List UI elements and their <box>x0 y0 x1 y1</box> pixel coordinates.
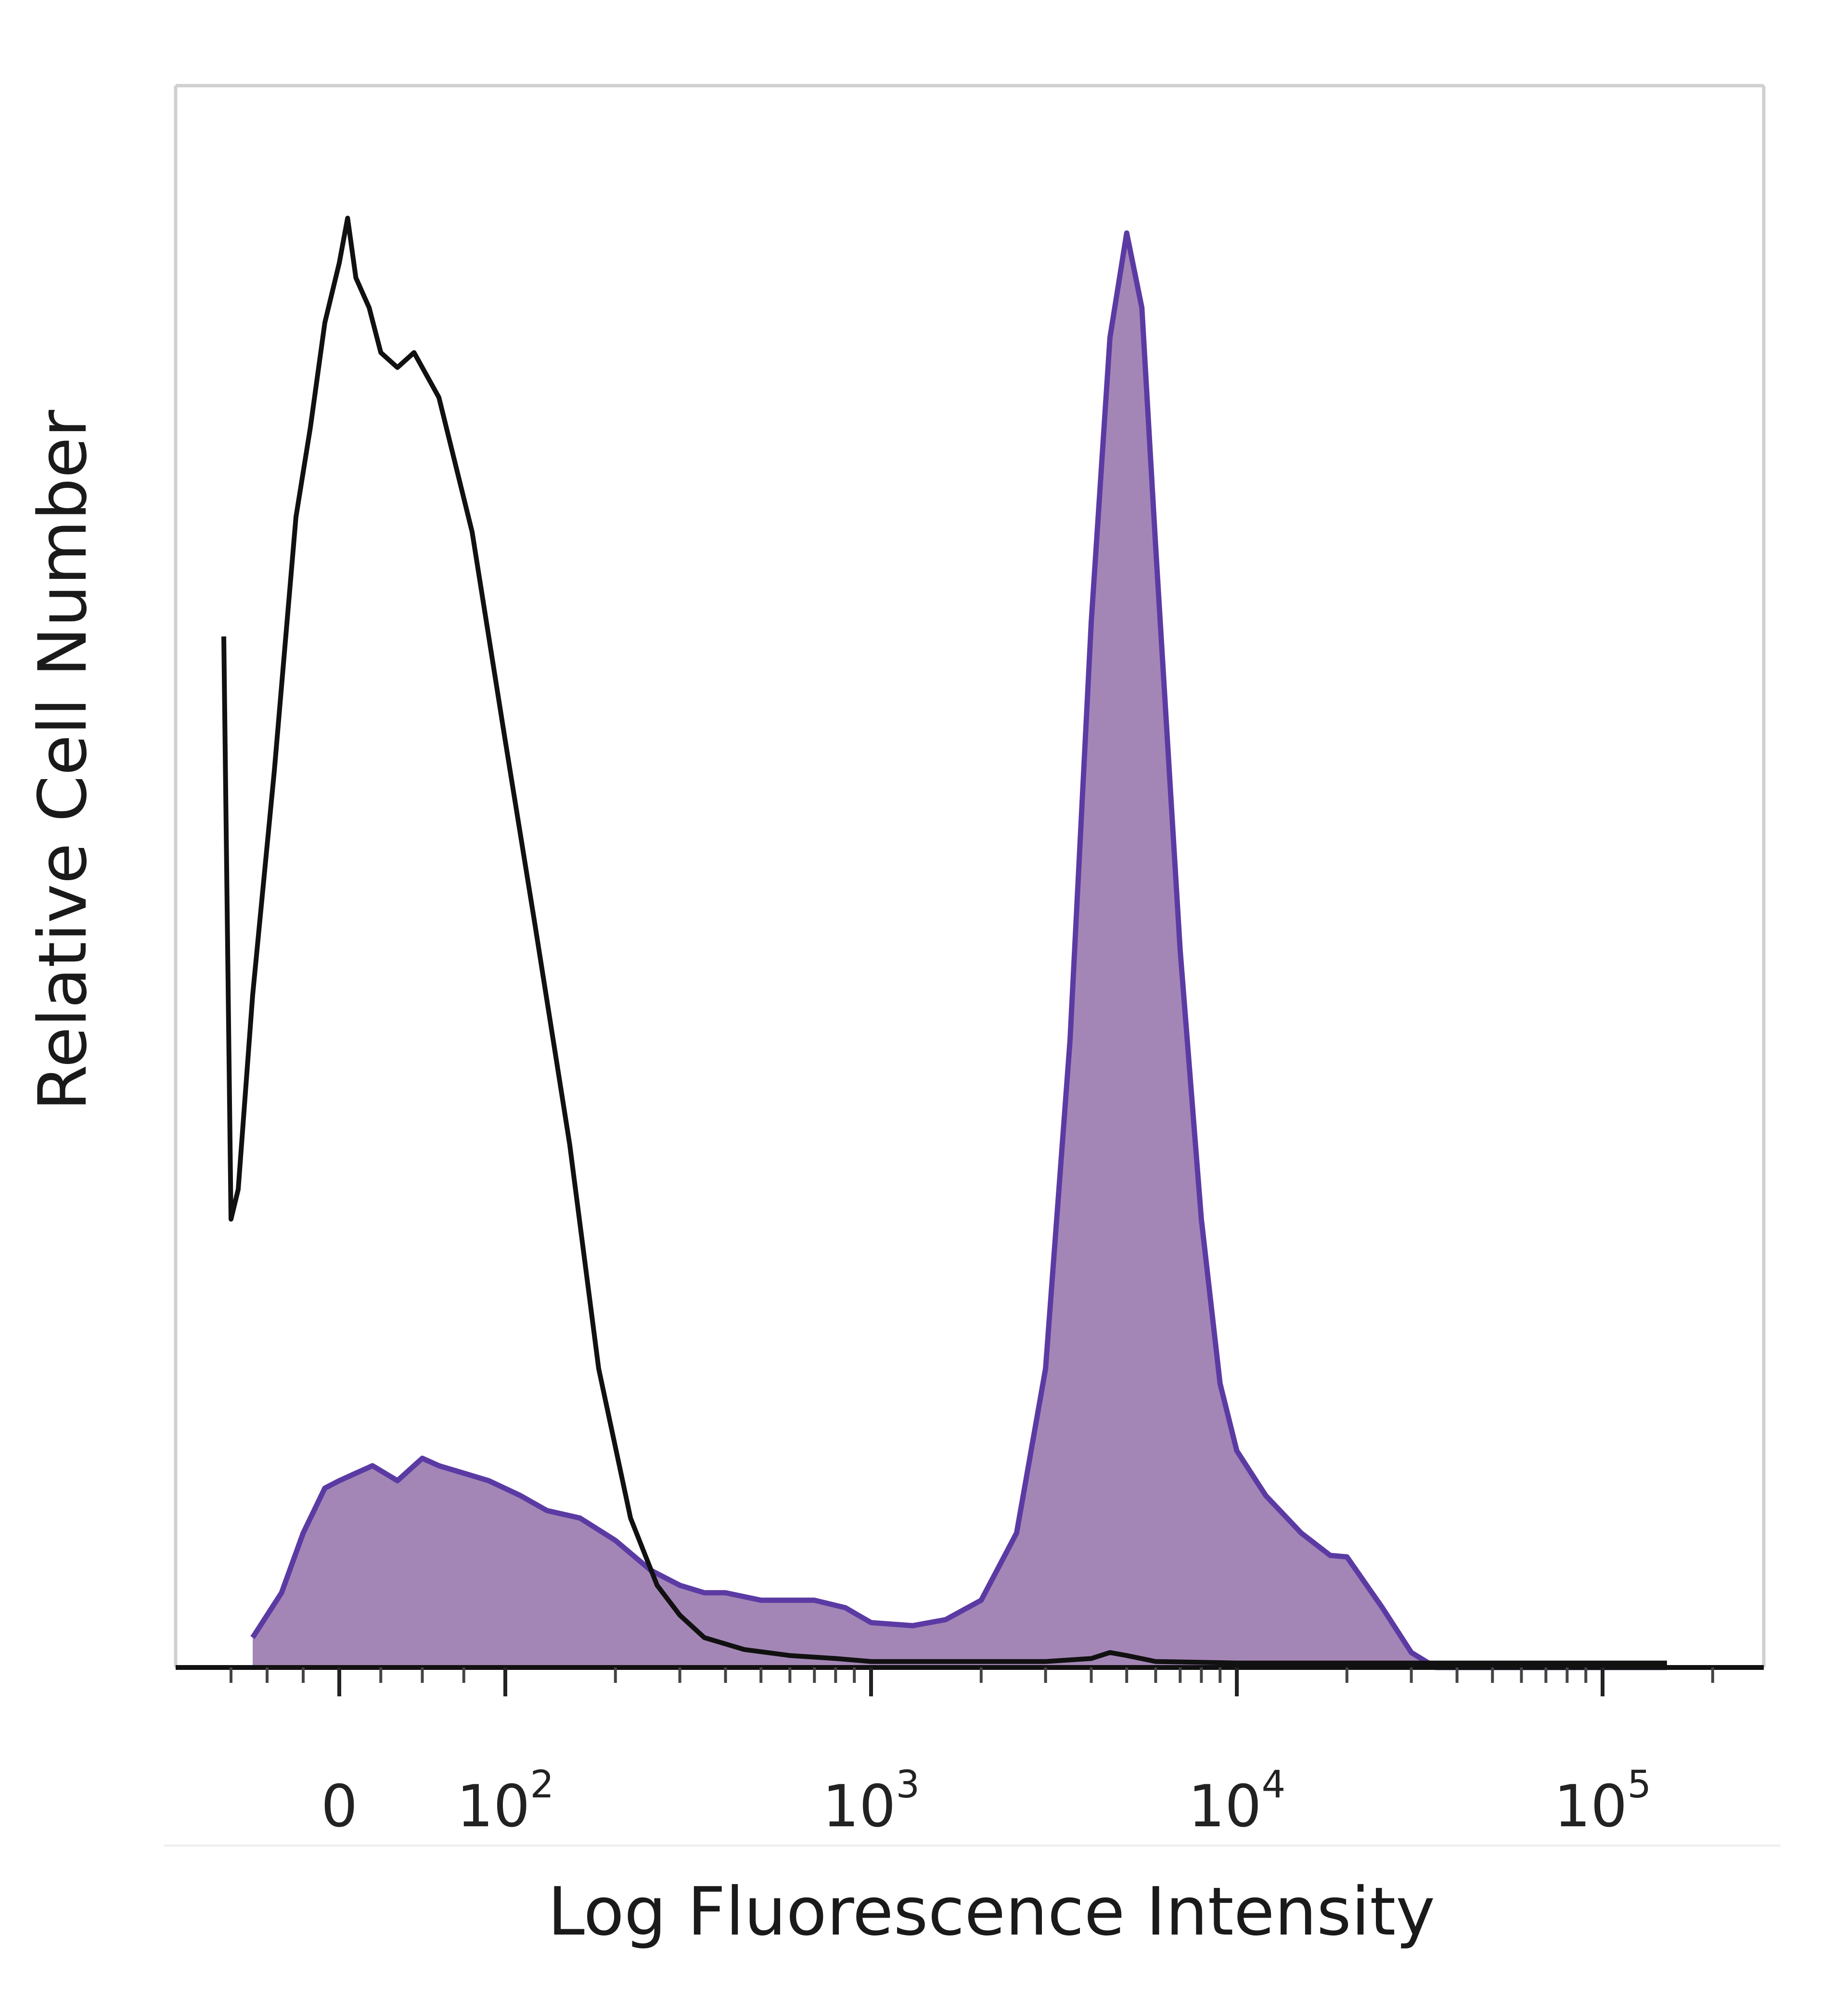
series-stained-line <box>250 230 1667 1670</box>
x-tick-label-4: 105 <box>1554 1763 1651 1840</box>
x-axis-title: Log Fluorescence Intensity <box>548 1873 1435 1950</box>
series-stained-fill <box>253 233 1667 1668</box>
series-layer <box>221 216 1667 1670</box>
x-tick-label-3: 104 <box>1188 1763 1285 1840</box>
plot-frame <box>174 84 1766 1667</box>
x-tick-label-0: 0 <box>321 1773 358 1840</box>
x-tick-label-1: 102 <box>457 1763 554 1840</box>
series-control-line <box>221 216 1667 1666</box>
tick-layer: 0 102 103 104 105 <box>230 1667 1714 1840</box>
y-axis-title: Relative Cell Number <box>24 410 102 1111</box>
x-tick-label-2: 103 <box>822 1763 920 1840</box>
